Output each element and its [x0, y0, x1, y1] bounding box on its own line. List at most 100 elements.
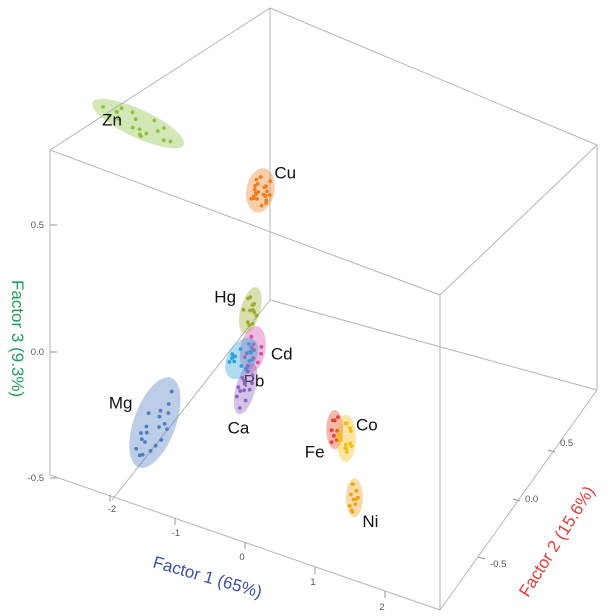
confidence-ellipse-mg — [129, 377, 181, 468]
data-point-cd — [251, 342, 256, 346]
data-point-ni — [349, 492, 353, 497]
data-point-co — [348, 426, 352, 431]
cluster-zn: Zn — [92, 98, 185, 149]
data-point-cu — [255, 182, 260, 186]
data-point-cu — [256, 190, 261, 194]
data-point-ni — [354, 488, 359, 493]
cluster-pb: Pb — [225, 337, 265, 390]
data-point-cu — [265, 189, 269, 194]
data-point-mg — [159, 438, 164, 442]
cluster-label-mg: Mg — [109, 394, 133, 413]
data-point-pb — [238, 347, 243, 351]
cluster-co: Co — [336, 414, 378, 463]
data-point-pb — [230, 356, 234, 361]
data-point-fe — [329, 440, 334, 444]
data-point-hg — [254, 313, 259, 318]
data-point-mg — [146, 411, 151, 416]
data-point-zn — [130, 110, 135, 115]
data-point-zn — [168, 139, 173, 144]
data-point-mg — [143, 440, 147, 444]
cluster-label-ca: Ca — [228, 419, 250, 438]
axis-titles: Factor 1 (65%) Factor 2 (15.6%) Factor 3… — [8, 280, 598, 602]
y-tick-label: 0.0 — [525, 494, 538, 505]
data-point-mg — [158, 408, 163, 413]
data-point-ca — [242, 388, 247, 393]
data-point-ni — [350, 510, 355, 514]
x-tick-label: 2 — [379, 602, 384, 613]
data-point-co — [345, 421, 349, 426]
cluster-fe: Fe — [305, 410, 344, 462]
data-point-fe — [334, 438, 339, 442]
data-point-ca — [243, 381, 248, 385]
data-point-hg — [250, 303, 255, 307]
z-axis-title: Factor 3 (9.3%) — [8, 280, 27, 397]
data-point-cd — [259, 345, 264, 349]
data-point-cu — [261, 192, 266, 197]
confidence-ellipse-co — [336, 414, 356, 463]
cluster-hg: Hg — [214, 287, 262, 334]
data-point-fe — [336, 415, 340, 420]
cluster-cd: Cd — [239, 325, 293, 374]
data-point-ca — [238, 389, 243, 393]
data-point-mg — [157, 425, 162, 429]
cluster-label-co: Co — [356, 415, 378, 434]
data-point-ni — [353, 502, 358, 506]
confidence-ellipse-fe — [326, 410, 344, 450]
data-point-cu — [255, 197, 259, 201]
y-tick-label: 0.5 — [560, 438, 573, 449]
data-point-mg — [139, 437, 144, 442]
data-point-zn — [138, 134, 143, 138]
data-point-zn — [161, 138, 166, 143]
data-point-hg — [252, 310, 257, 315]
cluster-label-zn: Zn — [102, 111, 122, 130]
z-tick-label: -0.5 — [28, 473, 44, 484]
data-point-pb — [247, 359, 252, 363]
data-point-zn — [144, 131, 149, 136]
x-tick-label: 1 — [310, 577, 315, 588]
data-point-cd — [249, 334, 254, 339]
data-point-mg — [162, 422, 167, 426]
box-edge-right-bottom — [439, 389, 598, 611]
data-point-zn — [130, 125, 135, 130]
data-point-ca — [246, 369, 250, 374]
data-point-ni — [347, 504, 352, 508]
data-point-mg — [134, 446, 139, 451]
data-point-fe — [332, 433, 336, 438]
data-point-hg — [247, 323, 252, 328]
x-tick-label: -1 — [172, 528, 180, 539]
cluster-label-ni: Ni — [362, 512, 378, 531]
data-point-co — [343, 442, 348, 447]
cluster-ni: Ni — [346, 478, 378, 531]
data-point-mg — [144, 424, 149, 429]
axis-ticks: 0.5 0.0 -0.5 -2 -1 0 1 2 0.5 0.0 -0.5 — [28, 220, 574, 613]
data-point-pb — [230, 352, 235, 357]
data-point-mg — [157, 414, 162, 419]
data-point-fe — [335, 429, 340, 433]
data-point-hg — [250, 321, 255, 326]
data-point-cd — [259, 351, 263, 356]
data-point-mg — [144, 430, 149, 435]
data-point-pb — [247, 350, 251, 355]
data-point-mg — [166, 411, 171, 415]
cluster-mg: Mg — [109, 377, 181, 468]
y-tick-mark — [477, 556, 486, 560]
cluster-ca: Ca — [228, 362, 258, 438]
z-tick-label: 0.5 — [31, 220, 44, 231]
data-point-mg — [153, 443, 158, 448]
cluster-label-pb: Pb — [244, 371, 265, 390]
box-edge-back-top — [269, 7, 598, 146]
data-point-zn — [101, 105, 105, 109]
data-point-ni — [351, 497, 356, 502]
y-tick-mark — [547, 449, 556, 453]
box-edge-back-bottom — [269, 299, 598, 391]
box-edge-left-top — [49, 7, 271, 151]
data-point-pb — [232, 359, 237, 364]
data-point-mg — [165, 427, 169, 431]
data-point-ni — [350, 482, 355, 486]
data-point-pb — [239, 364, 244, 368]
data-point-zn — [107, 114, 111, 118]
data-point-cu — [252, 187, 257, 192]
data-point-ca — [250, 381, 254, 385]
z-tick-label: 0.0 — [31, 347, 44, 358]
